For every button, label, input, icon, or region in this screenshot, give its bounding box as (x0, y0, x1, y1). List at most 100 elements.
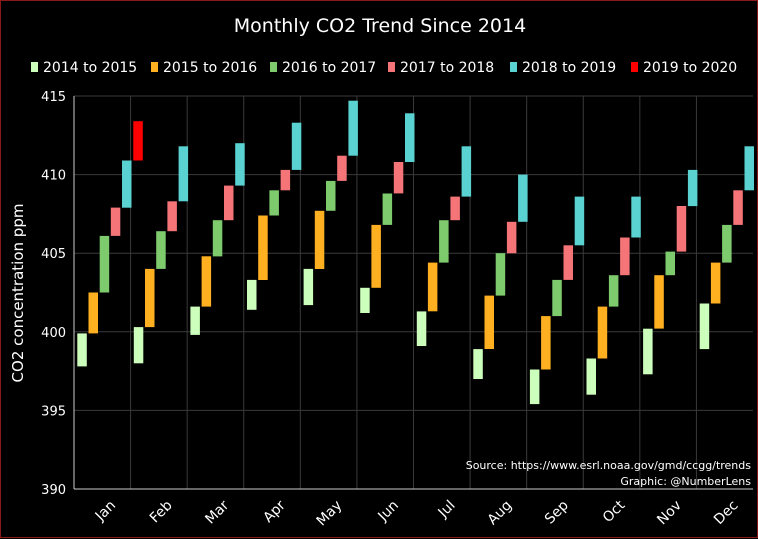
legend-item[interactable]: 2019 to 2020 (631, 60, 737, 76)
bar-feb-series-3 (167, 201, 177, 232)
bar-jan-series-3 (110, 207, 121, 236)
y-tick-label: 410 (41, 169, 66, 184)
legend: 2014 to 2015 2015 to 2016 2016 to 2017 2017… (31, 60, 737, 76)
bar-may-series-4 (348, 100, 358, 156)
x-tick-label: Oct (600, 497, 629, 526)
bar-nov-series-3 (676, 206, 687, 252)
bar-apr-series-1 (258, 215, 268, 280)
bar-nov-series-4 (687, 169, 698, 207)
bar-aug-series-4 (518, 174, 528, 222)
bar-apr-series-0 (247, 279, 257, 310)
legend-item[interactable]: 2018 to 2019 (510, 60, 616, 76)
y-tick-label: 400 (41, 326, 66, 341)
bar-may-series-3 (337, 155, 347, 181)
legend-label: 2014 to 2015 (43, 60, 137, 76)
bar-feb-series-4 (178, 146, 189, 202)
legend-item[interactable]: 2016 to 2017 (270, 60, 376, 76)
legend-label: 2016 to 2017 (282, 60, 376, 76)
bar-aug-series-3 (506, 221, 517, 254)
y-axis-ticks: 390 395 400 405 410 415 (41, 90, 66, 498)
x-axis-ticks: Jan Feb Mar Apr May Jun Jul Aug Sep Oct Nov Dec (92, 497, 742, 529)
x-tick-label: Mar (202, 497, 232, 527)
legend-swatch (510, 62, 517, 72)
legend-item[interactable]: 2015 to 2016 (151, 60, 257, 76)
bar-oct-series-4 (631, 196, 641, 238)
bar-jul-series-2 (439, 220, 449, 263)
legend-swatch (631, 62, 638, 72)
x-tick-label: Jun (375, 498, 402, 525)
legend-swatch (31, 62, 38, 72)
legend-label: 2017 to 2018 (400, 60, 494, 76)
bar-jun-series-1 (371, 224, 381, 288)
bar-jan-series-0 (77, 333, 87, 367)
legend-label: 2019 to 2020 (643, 60, 737, 76)
bar-dec-series-1 (710, 262, 721, 304)
x-tick-label: Aug (485, 498, 516, 529)
legend-item[interactable]: 2017 to 2018 (388, 60, 494, 76)
bar-dec-series-2 (722, 224, 732, 263)
x-tick-label: Jul (435, 498, 459, 522)
bar-feb-series-1 (145, 268, 155, 328)
bar-jul-series-1 (427, 262, 438, 312)
bar-jun-series-2 (382, 193, 393, 225)
y-tick-label: 415 (41, 90, 66, 105)
bar-jun-series-0 (360, 287, 370, 313)
y-tick-label: 405 (41, 247, 66, 262)
bar-jul-series-4 (461, 146, 472, 197)
legend-swatch (270, 62, 277, 72)
bar-oct-series-3 (620, 237, 630, 276)
bar-nov-series-0 (643, 328, 653, 375)
bar-nov-series-2 (665, 251, 675, 276)
x-tick-label: Nov (654, 498, 685, 529)
legend-label: 2018 to 2019 (522, 60, 616, 76)
bar-aug-series-0 (473, 349, 483, 379)
bar-sep-series-1 (541, 316, 551, 370)
legend-label: 2015 to 2016 (163, 60, 257, 76)
x-tick-label: Sep (542, 497, 572, 527)
x-tick-label: Apr (260, 497, 289, 526)
bar-dec-series-3 (733, 190, 743, 225)
bar-apr-series-4 (291, 122, 302, 170)
bar-dec-series-4 (744, 146, 754, 191)
axes (73, 96, 753, 490)
bar-may-series-0 (303, 268, 314, 306)
bar-sep-series-2 (552, 279, 562, 317)
x-tick-label: Jan (92, 498, 119, 525)
bar-jun-series-4 (405, 113, 415, 162)
bar-nov-series-1 (654, 275, 664, 329)
bar-mar-series-2 (212, 220, 223, 257)
bar-series (77, 100, 754, 405)
bar-sep-series-0 (529, 369, 540, 405)
legend-swatch (151, 62, 158, 72)
bar-jan-series-4 (122, 160, 132, 208)
bar-jan-series-1 (88, 292, 98, 334)
bar-mar-series-1 (201, 256, 212, 307)
bar-apr-series-3 (280, 169, 291, 191)
bar-mar-series-0 (190, 306, 200, 335)
bar-jan-series-2 (99, 235, 110, 293)
bar-oct-series-2 (608, 275, 619, 307)
legend-swatch (388, 62, 395, 72)
bar-may-series-2 (326, 180, 336, 211)
bar-sep-series-4 (574, 196, 585, 246)
chart-title: Monthly CO2 Trend Since 2014 (234, 15, 526, 37)
x-tick-label: May (314, 498, 346, 530)
credit-annotation: Graphic: @NumberLens (620, 475, 751, 488)
bar-oct-series-0 (586, 358, 596, 395)
y-tick-label: 395 (41, 404, 66, 419)
bar-feb-series-2 (156, 231, 166, 269)
bar-aug-series-1 (484, 295, 494, 349)
bar-jan-series-5 (133, 121, 143, 161)
x-tick-label: Feb (147, 497, 176, 526)
bar-oct-series-1 (597, 306, 608, 359)
bar-mar-series-4 (235, 143, 245, 186)
source-annotation: Source: https://www.esrl.noaa.gov/gmd/cc… (466, 459, 752, 472)
bar-aug-series-2 (495, 253, 506, 296)
y-tick-label: 390 (41, 483, 66, 498)
y-axis-label: CO2 concentration ppm (9, 204, 27, 383)
bar-jun-series-3 (393, 162, 404, 194)
legend-item[interactable]: 2014 to 2015 (31, 60, 137, 76)
bar-mar-series-3 (224, 185, 234, 221)
